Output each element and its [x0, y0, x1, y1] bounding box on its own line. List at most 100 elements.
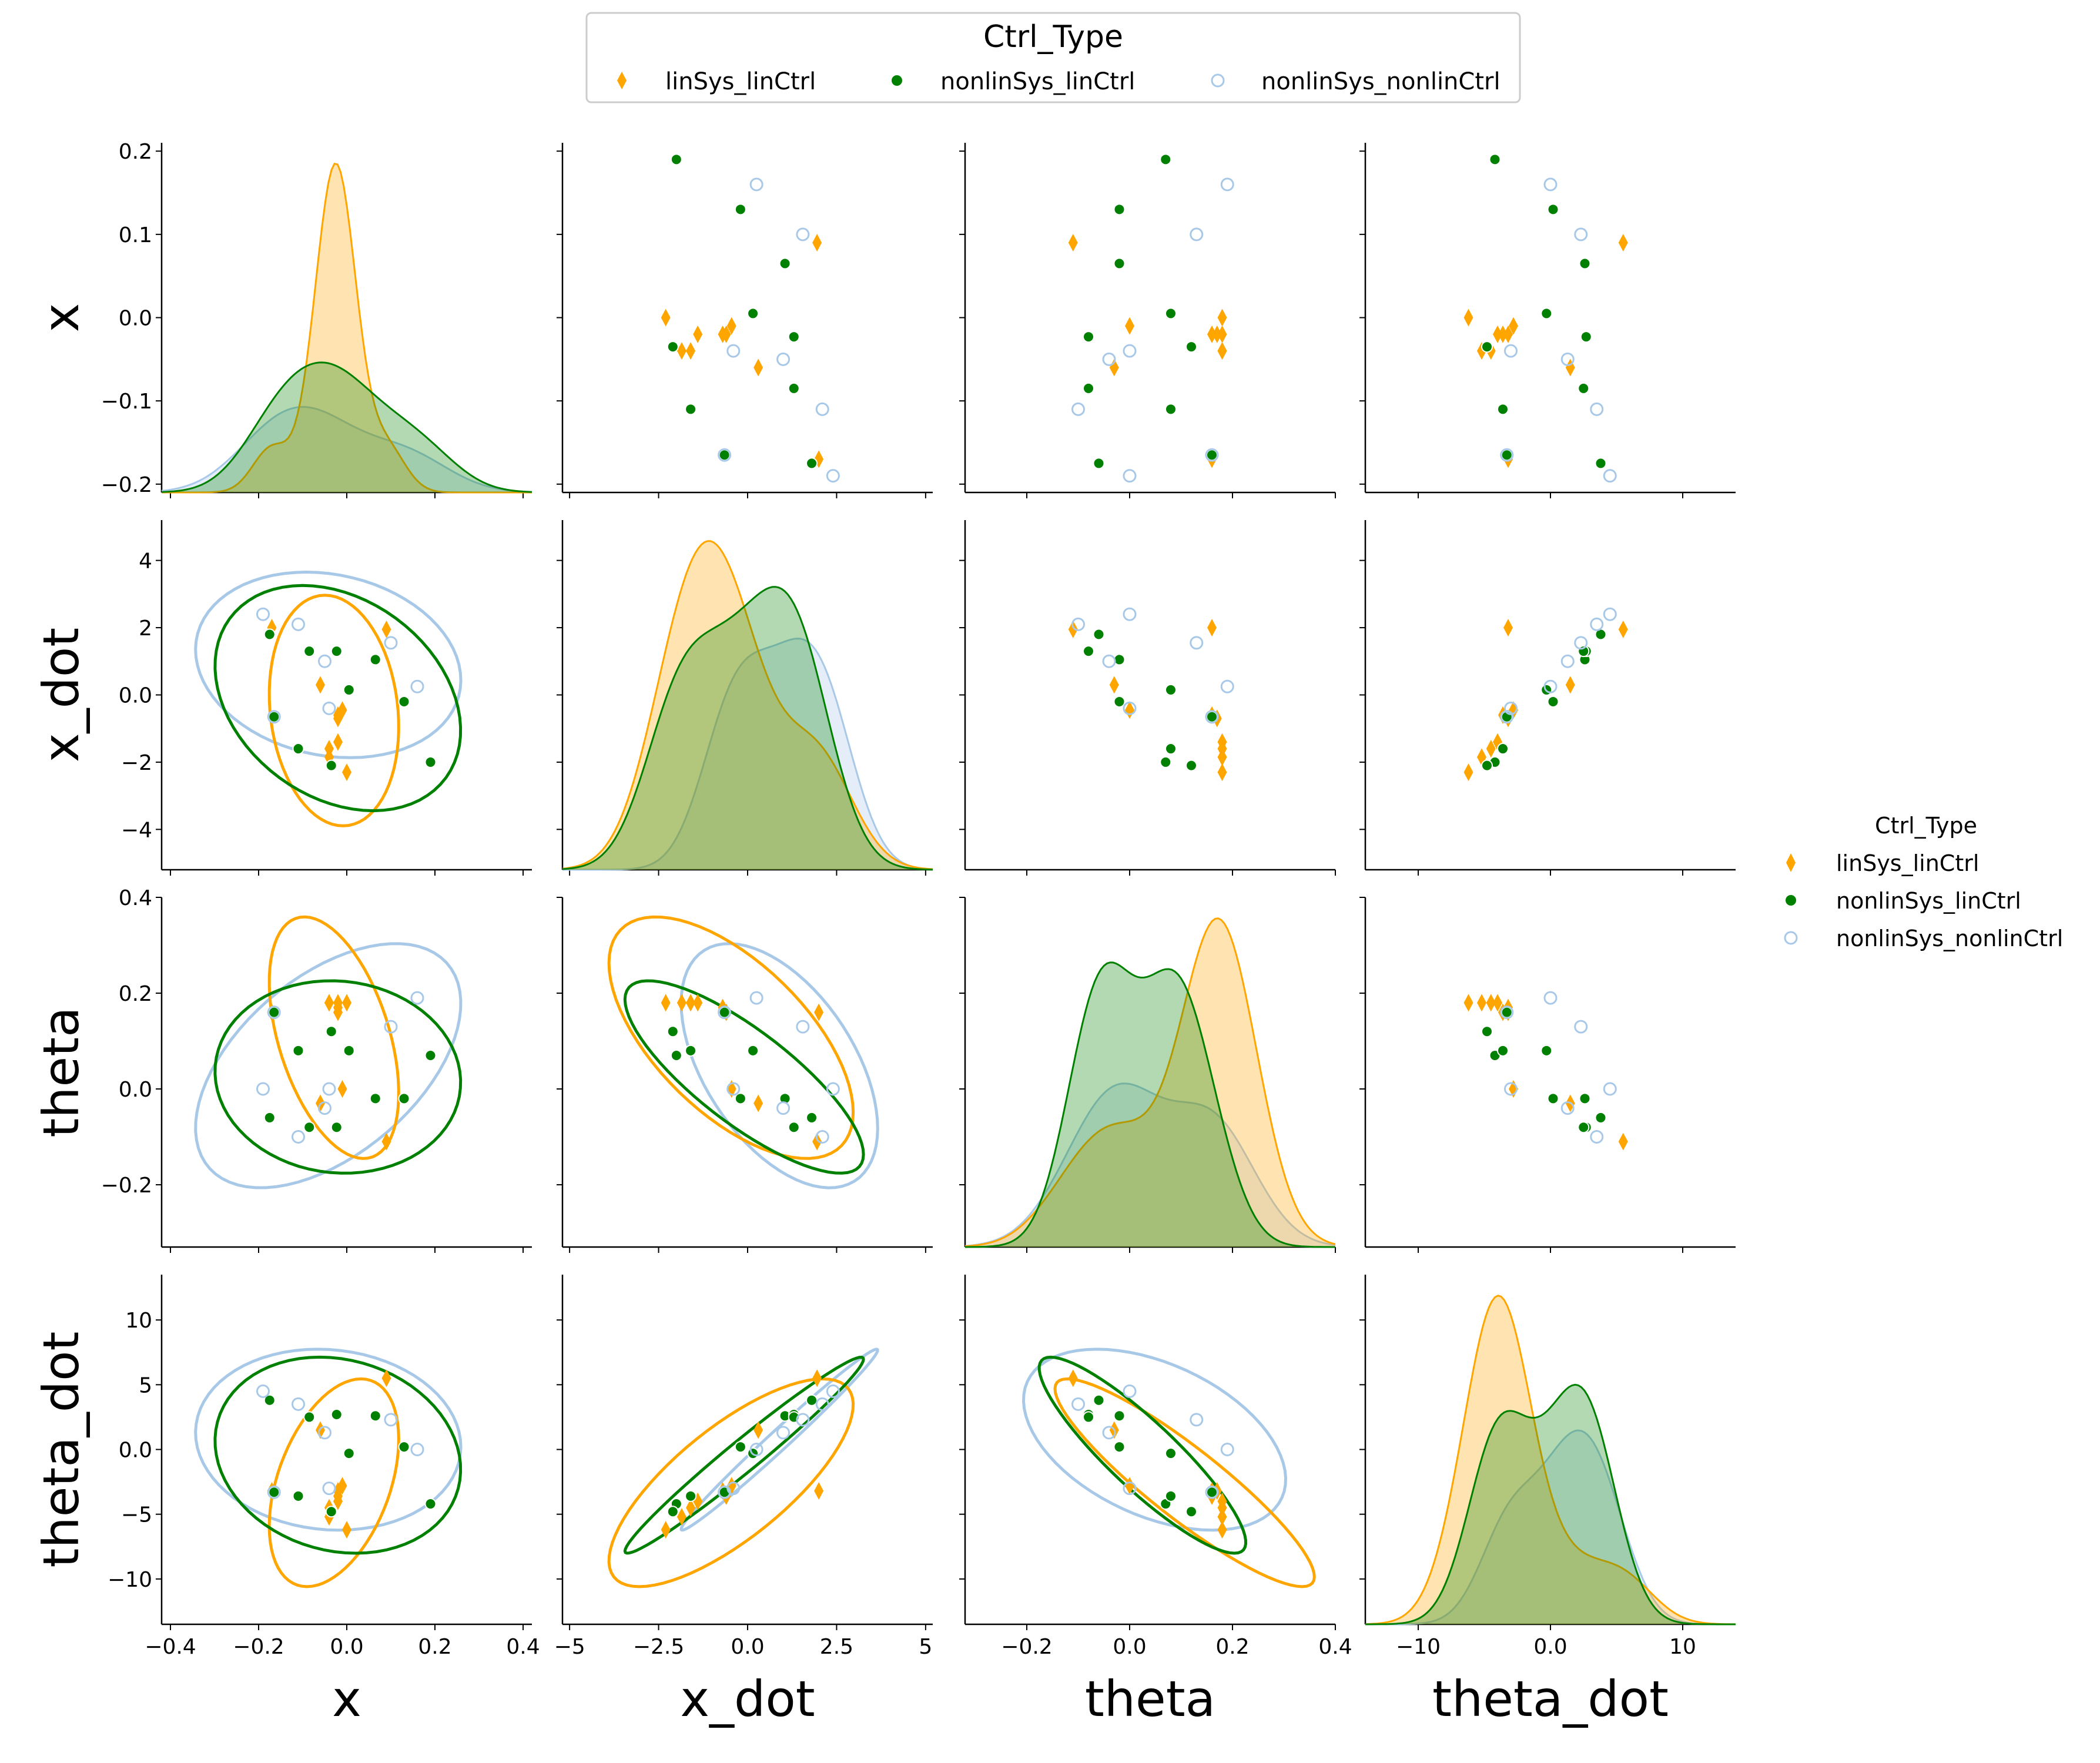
point-linSys_linCtrl-8 [1217, 763, 1227, 782]
point-nonlinSys_nonlinCtrl-4 [826, 469, 840, 483]
contour-linSys_linCtrl [1053, 1377, 1316, 1588]
right-legend-label-lin-lin: linSys_linCtrl [1836, 850, 1979, 876]
point-nonlinSys_nonlinCtrl-5 [267, 710, 281, 724]
y-tick-label: 2 [139, 616, 152, 641]
point-nonlinSys_linCtrl-6 [788, 1121, 800, 1134]
point-linSys_linCtrl-7 [1217, 342, 1227, 360]
x-tick-label: 0.4 [1318, 1635, 1352, 1659]
kde-fill-nonlinSys_linCtrl [162, 362, 532, 492]
point-nonlinSys_nonlinCtrl-2 [1102, 654, 1116, 668]
point-nonlinSys_nonlinCtrl-5 [718, 448, 732, 462]
plot-area [661, 153, 840, 483]
point-nonlinSys_linCtrl-1 [398, 695, 410, 708]
kde-fill-nonlinSys_nonlinCtrl [1365, 1430, 1736, 1624]
point-nonlinSys_linCtrl-7 [685, 403, 697, 415]
point-linSys_linCtrl-0 [812, 1369, 822, 1387]
point-nonlinSys_nonlinCtrl-2 [1102, 352, 1116, 366]
point-nonlinSys_linCtrl-2 [779, 257, 791, 270]
point-linSys_linCtrl-0 [381, 1132, 391, 1151]
point-nonlinSys_linCtrl-7 [1497, 743, 1509, 755]
point-nonlinSys_linCtrl-0 [670, 1049, 682, 1061]
point-linSys_linCtrl-5 [1109, 676, 1119, 694]
point-nonlinSys_linCtrl-9 [806, 1394, 818, 1406]
point-linSys_linCtrl-7 [676, 342, 686, 360]
contour-nonlinSys_linCtrl [213, 584, 463, 813]
point-nonlinSys_linCtrl-9 [806, 1111, 818, 1124]
point-nonlinSys_linCtrl-0 [1160, 153, 1172, 166]
filled-circle-marker-icon [892, 75, 902, 86]
point-nonlinSys_nonlinCtrl-3 [292, 1130, 305, 1144]
kde-fill-linSys_linCtrl [562, 541, 933, 870]
contour-nonlinSys_nonlinCtrl [194, 570, 463, 759]
point-nonlinSys_linCtrl-2 [1579, 1092, 1591, 1105]
diamond-marker-icon [1786, 853, 1796, 872]
y-tick-label: 0.0 [119, 1439, 152, 1463]
open-circle-marker-icon [1784, 931, 1798, 945]
point-nonlinSys_linCtrl-7 [1165, 403, 1177, 415]
point-nonlinSys_linCtrl-0 [424, 1049, 437, 1061]
contour-nonlinSys_nonlinCtrl [1021, 1348, 1288, 1532]
point-linSys_linCtrl-9 [333, 706, 343, 724]
contour-nonlinSys_nonlinCtrl [194, 942, 463, 1189]
point-nonlinSys_nonlinCtrl-2 [776, 1101, 791, 1115]
kde-line-nonlinSys_nonlinCtrl [1365, 1429, 1736, 1625]
x-tick-label: 0.0 [1533, 1635, 1567, 1659]
point-linSys_linCtrl-5 [316, 676, 325, 694]
point-linSys_linCtrl-7 [1217, 1508, 1227, 1526]
point-nonlinSys_linCtrl-2 [779, 1092, 791, 1105]
y-tick-label: −4 [121, 818, 152, 842]
point-nonlinSys_linCtrl-5 [1185, 1506, 1197, 1518]
plot-area [607, 1348, 879, 1588]
contour-linSys_linCtrl [607, 915, 855, 1160]
point-linSys_linCtrl-2 [693, 325, 703, 343]
point-nonlinSys_nonlinCtrl-4 [826, 1384, 840, 1398]
point-linSys_linCtrl-0 [381, 1369, 391, 1387]
point-linSys_linCtrl-0 [1618, 1132, 1628, 1151]
point-nonlinSys_nonlinCtrl-6 [322, 1082, 336, 1096]
point-nonlinSys_nonlinCtrl-1 [1574, 227, 1588, 242]
point-linSys_linCtrl-2 [333, 733, 343, 751]
point-nonlinSys_linCtrl-3 [1165, 683, 1177, 696]
contour-nonlinSys_linCtrl [1037, 1355, 1248, 1555]
y-tick-label: −2 [121, 751, 152, 775]
panel-x_dot-vs-x_dot [557, 520, 933, 876]
point-nonlinSys_linCtrl-5 [666, 341, 679, 353]
kde-line-nonlinSys_linCtrl [1365, 1383, 1736, 1625]
point-nonlinSys_linCtrl-0 [1489, 153, 1501, 166]
point-nonlinSys_linCtrl-9 [1093, 628, 1105, 641]
point-linSys_linCtrl-0 [1068, 1369, 1078, 1387]
point-linSys_linCtrl-9 [1207, 325, 1217, 343]
point-linSys_linCtrl-1 [686, 994, 696, 1012]
point-nonlinSys_linCtrl-3 [343, 683, 355, 696]
point-nonlinSys_nonlinCtrl-2 [1560, 1101, 1575, 1115]
point-linSys_linCtrl-1 [1486, 740, 1496, 758]
panel-x_dot-vs-theta_dot [1359, 520, 1736, 876]
point-nonlinSys_linCtrl-6 [788, 382, 800, 394]
plot-area [1068, 153, 1234, 483]
point-linSys_linCtrl-6 [814, 1003, 824, 1021]
point-linSys_linCtrl-8 [661, 1521, 671, 1539]
point-nonlinSys_linCtrl-3 [1540, 307, 1553, 320]
point-nonlinSys_nonlinCtrl-5 [718, 1485, 732, 1499]
contour-nonlinSys_nonlinCtrl [194, 1348, 463, 1532]
point-nonlinSys_linCtrl-5 [325, 1506, 337, 1518]
point-nonlinSys_linCtrl-4 [330, 645, 343, 658]
point-nonlinSys_nonlinCtrl-5 [1205, 710, 1219, 724]
kde-line-nonlinSys_linCtrl [964, 961, 1335, 1248]
point-nonlinSys_linCtrl-3 [343, 1044, 355, 1057]
point-nonlinSys_linCtrl-3 [1540, 1044, 1553, 1057]
point-linSys_linCtrl-0 [812, 1132, 822, 1151]
point-nonlinSys_nonlinCtrl-6 [1123, 701, 1137, 715]
point-linSys_linCtrl-2 [1217, 325, 1227, 343]
point-linSys_linCtrl-7 [1477, 994, 1486, 1012]
point-nonlinSys_nonlinCtrl-4 [1123, 1384, 1137, 1398]
diamond-marker-icon [617, 72, 627, 89]
kde-fill-nonlinSys_linCtrl [1365, 1385, 1736, 1624]
plot-area [607, 915, 879, 1189]
y-tick-label: −0.2 [101, 1174, 152, 1198]
point-linSys_linCtrl-6 [1503, 619, 1513, 637]
point-linSys_linCtrl-6 [814, 1482, 824, 1500]
x-axis-label-theta_dot: theta_dot [1432, 1670, 1669, 1728]
point-linSys_linCtrl-5 [753, 358, 763, 377]
x-axis-label-theta: theta [1085, 1670, 1215, 1728]
